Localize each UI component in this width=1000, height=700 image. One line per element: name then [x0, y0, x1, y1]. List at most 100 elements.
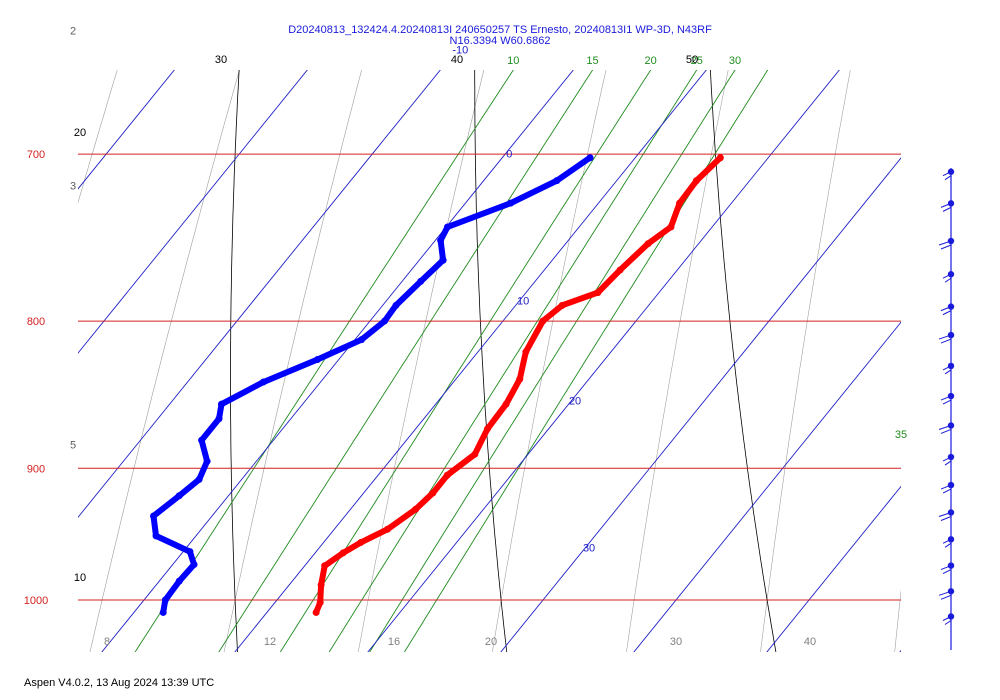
wind-barb-flag	[938, 334, 952, 340]
dewpoint-profile	[150, 154, 593, 616]
dewpoint-profile-point	[159, 608, 167, 616]
dry-adiabat-line	[474, 70, 508, 652]
dewpoint-profile-point	[195, 475, 203, 483]
wind-barb-flag	[944, 542, 952, 548]
dewpoint-profile-point	[553, 177, 561, 185]
wind-barb-flag	[938, 240, 952, 246]
temperature-profile-point	[471, 450, 479, 458]
wind-barb-flag	[944, 277, 952, 283]
wind-barb-flag	[942, 616, 952, 621]
moist-adiabat-line	[89, 70, 240, 652]
wind-barb-flag	[940, 594, 952, 600]
dewpoint-profile-point	[203, 457, 211, 465]
wind-barb-flag	[940, 429, 952, 434]
isotherm-line	[766, 485, 901, 652]
dewpoint-profile-point	[443, 223, 451, 231]
temperature-profile-point	[321, 562, 329, 570]
bottom-scale-label: 16	[388, 636, 400, 648]
bottom-scale-label: 20	[485, 636, 497, 648]
pressure-tick-label: 900	[27, 463, 45, 475]
moist-adiabat-line	[492, 70, 607, 652]
mixing-ratio-label: 30	[729, 55, 741, 67]
mixing-ratio-label: 35	[895, 429, 907, 441]
temperature-profile-point	[539, 317, 547, 325]
wind-barb-flag	[940, 484, 952, 490]
dewpoint-profile-point	[152, 532, 160, 540]
moist-adiabat-line	[223, 70, 362, 652]
mixing-ratio-line	[403, 70, 769, 652]
dewpoint-profile-point	[259, 378, 267, 386]
dry-adiabat-line	[709, 70, 777, 652]
temperature-profile-point	[594, 289, 602, 297]
isotherm-line	[234, 70, 707, 652]
wind-barb-flag	[940, 306, 952, 312]
temperature-profile-point	[339, 549, 347, 557]
isobars	[78, 153, 901, 601]
isotherm-line	[899, 649, 901, 652]
temperature-profile-point	[676, 199, 684, 207]
wind-barb-flag	[942, 569, 952, 575]
top-scale-label: 30	[215, 54, 227, 66]
pressure-tick-label: 700	[27, 149, 45, 161]
mixing-ratio-line	[328, 70, 698, 652]
temperature-profile-point	[516, 375, 524, 383]
chart-title: D20240813_132424.4.20240813I 240650257 T…	[288, 24, 712, 36]
isotherm-line	[367, 70, 840, 652]
bottom-scale-label: 12	[264, 636, 276, 648]
isotherm-label: 30	[583, 542, 595, 554]
dewpoint-profile-point	[439, 256, 447, 264]
mixing-ratio-line	[369, 70, 736, 652]
dry-adiabat-label: 20	[74, 127, 86, 139]
dewpoint-profile-point	[198, 436, 206, 444]
dewpoint-profile-point	[507, 199, 515, 207]
dewpoint-profile-point	[217, 400, 225, 408]
isotherm-line	[500, 157, 901, 652]
dewpoint-profile-point	[175, 577, 183, 585]
wind-barb-flag	[942, 365, 952, 371]
dewpoint-profile-point	[392, 301, 400, 309]
dry-adiabat-line	[0, 40, 7, 696]
temperature-profile-point	[558, 301, 566, 309]
isotherm-label: 20	[569, 396, 581, 408]
wind-barb-flag	[944, 175, 952, 181]
wind-barb-flag	[942, 206, 952, 212]
axis-labels: 6007008009001000101520253035304050-10010…	[24, 25, 907, 648]
temperature-profile-point	[429, 489, 437, 497]
temperature-profile-point	[616, 266, 624, 274]
isotherm-line	[78, 70, 175, 190]
temperature-profile-point	[502, 400, 510, 408]
temperature-profile	[313, 154, 724, 616]
wind-barb-flag	[940, 244, 952, 250]
temperature-profile-point	[383, 525, 391, 533]
dewpoint-profile-point	[313, 356, 321, 364]
top-scale-label: 50	[686, 54, 698, 66]
temperature-profile-point	[483, 425, 491, 433]
isotherm-line	[101, 70, 574, 652]
temperature-profile-point	[312, 608, 320, 616]
wind-barb-flag	[942, 310, 952, 316]
isotherm-line	[78, 70, 308, 354]
dewpoint-profile-point	[186, 548, 194, 556]
temperature-profile-point	[412, 505, 420, 513]
dewpoint-profile-point	[358, 336, 366, 344]
moist-adiabat-line	[894, 588, 901, 652]
wind-barb-flag	[940, 395, 952, 401]
wind-barb-flag	[944, 620, 952, 625]
chart-subtitle: N16.3394 W60.6862	[449, 35, 551, 47]
moist-adiabat-line	[626, 70, 729, 652]
mixing-ratio-label: 10	[507, 55, 519, 67]
mixing-ratio-line	[218, 70, 594, 652]
isotherm-label: 0	[506, 148, 512, 160]
mixing-ratio-line	[279, 70, 652, 652]
dewpoint-profile-point	[215, 415, 223, 423]
moist-adiabats	[78, 70, 901, 652]
wind-barb-flag	[944, 460, 952, 466]
moist-adiabat-label: 5	[70, 440, 76, 452]
wind-barb-flag	[940, 338, 952, 344]
temperature-profile-point	[692, 177, 700, 185]
wind-barb-flag	[938, 424, 952, 430]
dewpoint-profile-point	[586, 154, 594, 162]
wind-barb-flag	[942, 488, 952, 494]
mixing-ratio-lines	[134, 70, 769, 652]
